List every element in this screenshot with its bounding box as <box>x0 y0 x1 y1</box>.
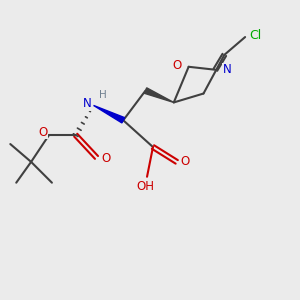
Text: H: H <box>99 90 106 100</box>
Text: N: N <box>223 63 232 76</box>
Text: N: N <box>83 98 92 110</box>
Polygon shape <box>94 105 124 123</box>
Text: OH: OH <box>136 180 154 193</box>
Text: O: O <box>101 152 110 165</box>
Text: O: O <box>172 59 181 72</box>
Text: Cl: Cl <box>250 29 262 42</box>
Text: O: O <box>180 155 190 168</box>
Text: O: O <box>38 126 47 139</box>
Polygon shape <box>144 88 174 102</box>
